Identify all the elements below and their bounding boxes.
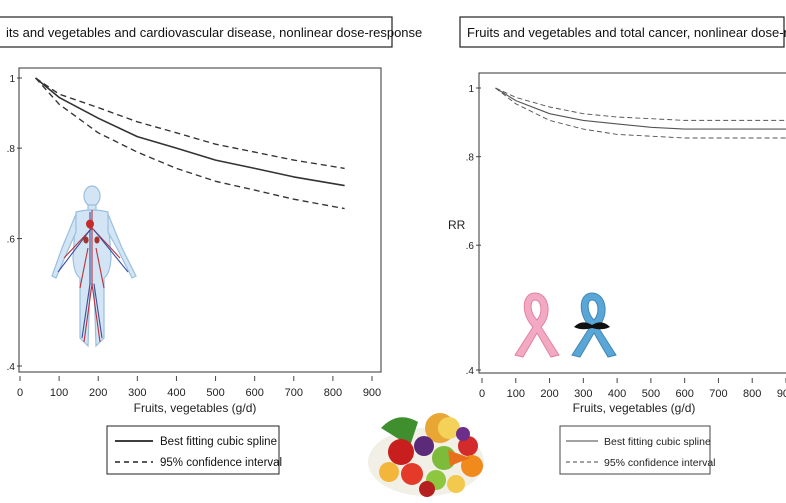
blue-ribbon-mustache-icon — [571, 292, 617, 358]
right-x-tick-label: 100 — [507, 388, 525, 400]
pink-ribbon-icon — [514, 292, 560, 358]
left-series-group — [35, 77, 345, 210]
left-x-tick-label: 500 — [206, 387, 224, 399]
right-y-tick-label: 1 — [468, 84, 474, 95]
right-x-tick-label: 0 — [479, 388, 485, 400]
left-chart-title: its and vegetables and cardiovascular di… — [6, 25, 422, 40]
fruit-vegetable-pile-icon — [368, 413, 484, 497]
left-x-tick-label: 200 — [89, 387, 107, 399]
right-ci-line-2 — [495, 87, 786, 139]
left-x-tick-label: 300 — [128, 387, 146, 399]
right-y-tick-label: .8 — [466, 153, 475, 164]
right-y-axis-label: RR — [448, 218, 466, 232]
left-title-box: its and vegetables and cardiovascular di… — [0, 16, 422, 48]
right-legend-entry-ci: 95% confidence interval — [604, 457, 716, 469]
right-x-axis-label: Fruits, vegetables (g/d) — [573, 401, 696, 415]
left-y-tick-label: 1 — [9, 74, 15, 85]
right-x-tick-label: 900 — [777, 388, 786, 400]
right-chart-title: Fruits and vegetables and total cancer, … — [467, 25, 786, 40]
left-y-tick-label: .8 — [7, 144, 16, 155]
left-ci-line-1 — [35, 77, 345, 170]
left-x-tick-label: 0 — [17, 387, 23, 399]
left-x-tick-label: 700 — [285, 387, 303, 399]
right-x-tick-label: 400 — [608, 388, 626, 400]
right-x-tick-label: 700 — [709, 388, 727, 400]
right-legend-entry-spline: Best fitting cubic spline — [604, 436, 711, 448]
left-x-axis: 0 100 200 300 400 500 600 700 800 900 — [17, 376, 381, 399]
left-legend-entry-spline: Best fitting cubic spline — [160, 436, 277, 448]
human-circulatory-system-icon — [51, 185, 137, 348]
left-y-axis: .4 .6 .8 1 — [7, 74, 22, 373]
right-spline-line — [495, 87, 786, 130]
left-x-tick-label: 600 — [245, 387, 263, 399]
right-y-tick-label: .4 — [466, 366, 475, 377]
left-ci-line-2 — [35, 77, 345, 210]
right-ci-line-1 — [495, 87, 786, 121]
left-plot-area: 0 100 200 300 400 500 600 700 800 900 .4 .6 .8 1 Fru… — [7, 67, 382, 415]
right-y-axis: .4 .6 .8 1 — [466, 84, 481, 377]
left-x-tick-label: 400 — [167, 387, 185, 399]
left-spline-line — [35, 77, 345, 187]
right-plot-area: 0 100 200 300 400 500 600 700 800 900 .4 .6 .8 1 Fru… — [448, 72, 786, 415]
right-y-tick-label: .6 — [466, 241, 475, 252]
left-x-tick-label: 900 — [363, 387, 381, 399]
left-y-tick-label: .4 — [7, 362, 16, 373]
right-legend: Best fitting cubic spline 95% confidence… — [559, 425, 716, 475]
left-legend: Best fitting cubic spline 95% confidence… — [106, 425, 282, 475]
right-x-tick-label: 300 — [574, 388, 592, 400]
right-x-axis: 0 100 200 300 400 500 600 700 800 900 — [479, 378, 786, 400]
left-x-tick-label: 800 — [324, 387, 342, 399]
right-x-tick-label: 600 — [675, 388, 693, 400]
left-x-tick-label: 100 — [50, 387, 68, 399]
right-x-tick-label: 200 — [540, 388, 558, 400]
right-title-box: Fruits and vegetables and total cancer, … — [459, 16, 786, 48]
left-y-tick-label: .6 — [7, 235, 16, 246]
left-x-axis-label: Fruits, vegetables (g/d) — [134, 401, 257, 415]
right-x-tick-label: 500 — [642, 388, 660, 400]
left-legend-entry-ci: 95% confidence interval — [160, 457, 282, 469]
right-x-tick-label: 800 — [743, 388, 761, 400]
right-series-group — [495, 87, 786, 139]
